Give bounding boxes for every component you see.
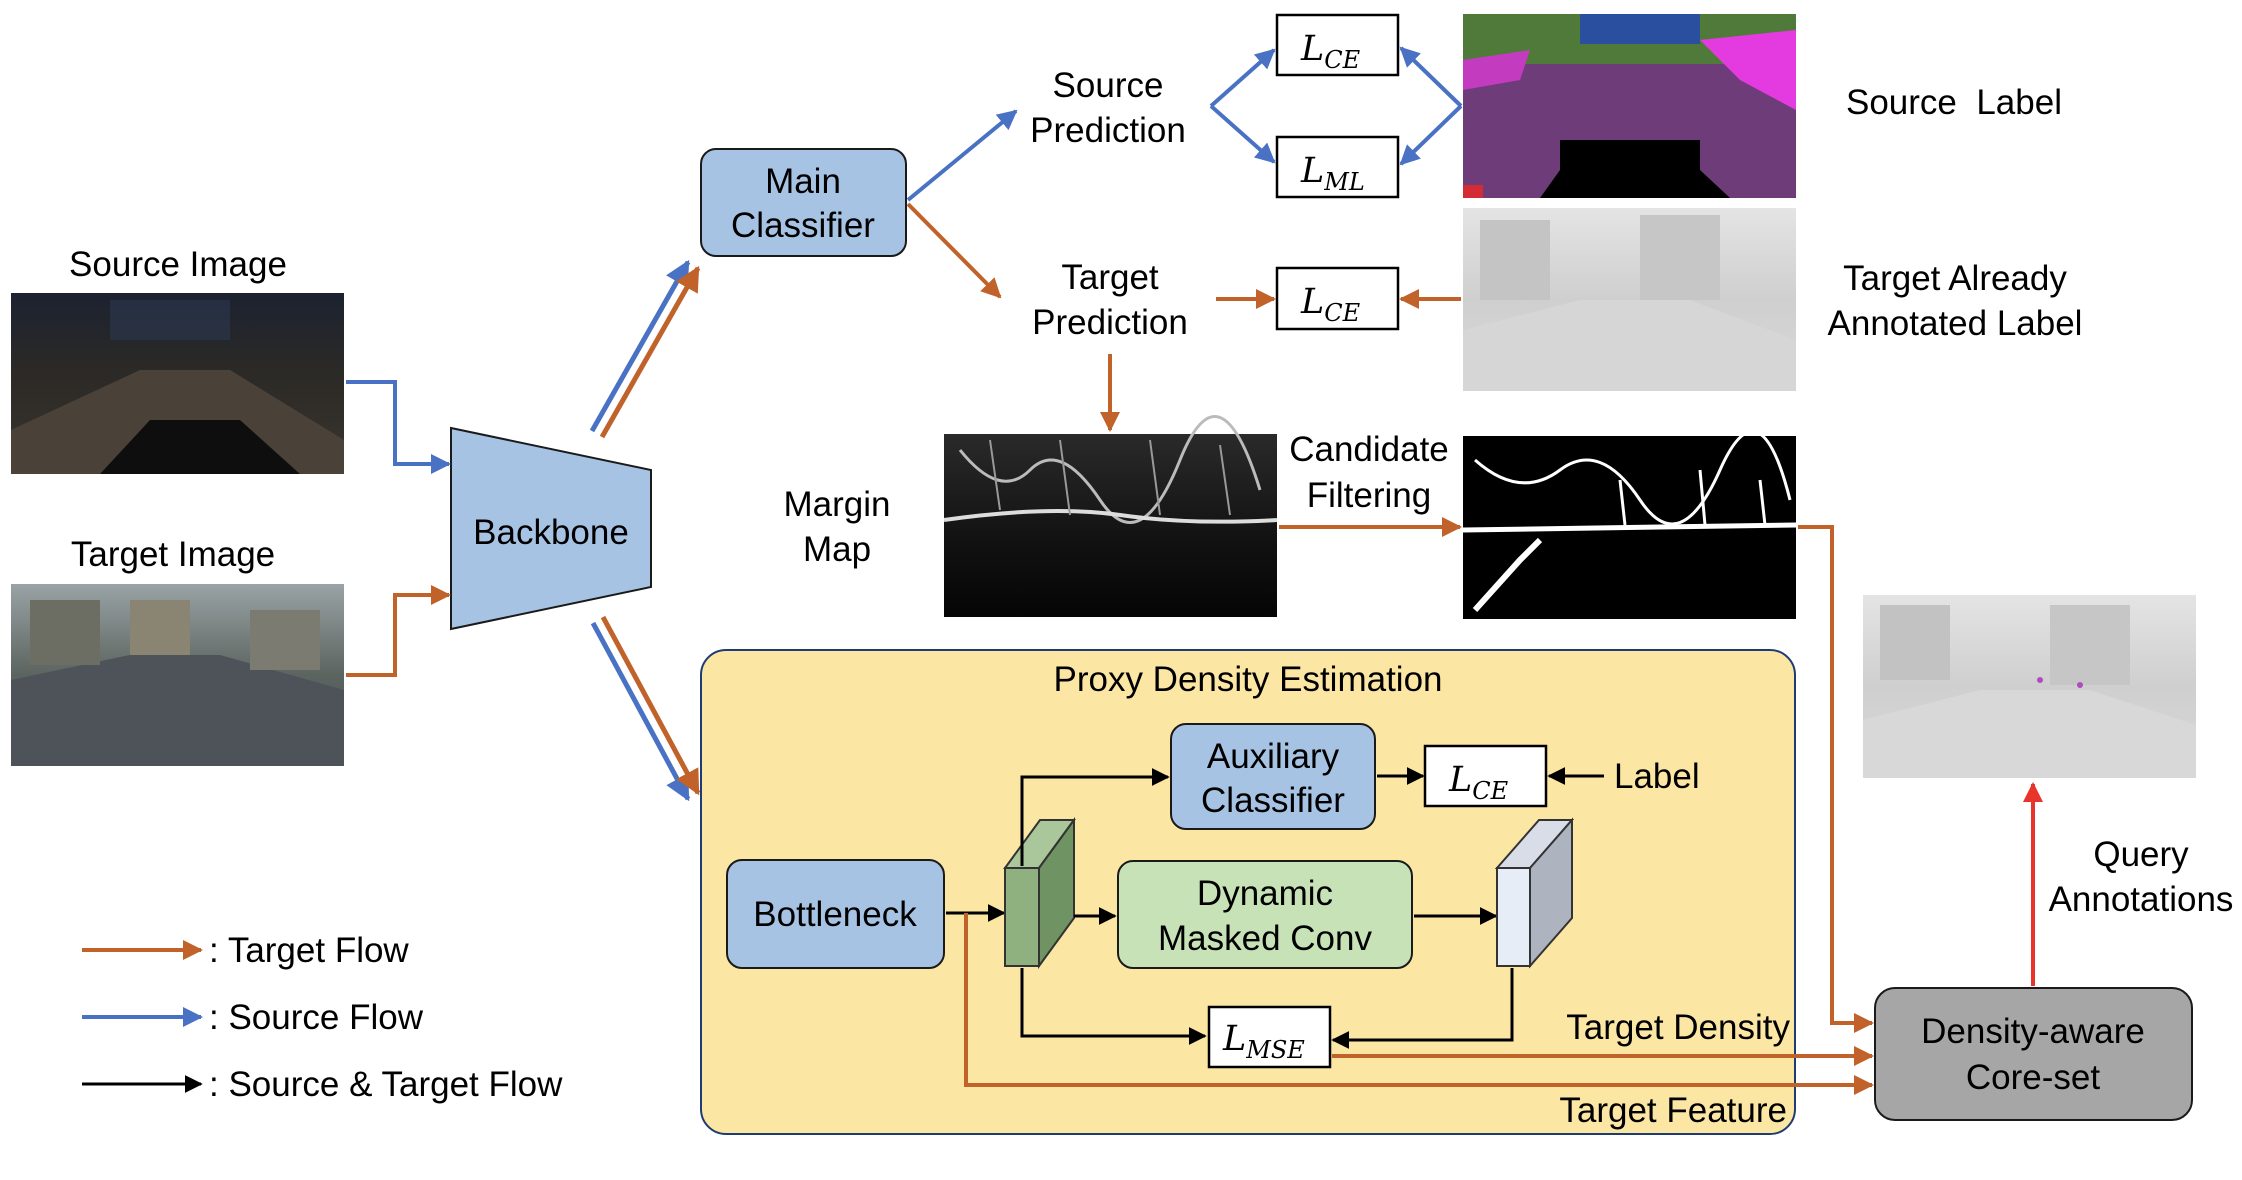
source-label-text: Source Label xyxy=(1846,83,2062,122)
backbone-block xyxy=(450,426,652,631)
target-prediction-label: Prediction xyxy=(1032,303,1188,342)
backbone-to-proxy-target-arrow xyxy=(600,615,701,796)
margin-map-label: Margin xyxy=(784,485,891,524)
ce-loss-source: LCE xyxy=(1300,29,1361,74)
ml-loss: LML xyxy=(1300,151,1365,196)
backbone-to-proxy-source-arrow xyxy=(590,621,691,802)
backbone-to-main-target-arrow xyxy=(599,265,701,439)
mse-loss: LMSE xyxy=(1222,1019,1305,1064)
backbone-to-main-source-arrow xyxy=(589,259,691,433)
legend-source-flow-label: : Source Flow xyxy=(209,998,424,1037)
auxiliary-classifier-label: Classifier xyxy=(1201,781,1345,820)
auxiliary-classifier-box xyxy=(1170,723,1376,830)
main-classifier-label: Main xyxy=(765,162,841,201)
auxiliary-classifier-label: Auxiliary xyxy=(1207,737,1340,776)
dynamic-masked-conv-label: Dynamic xyxy=(1197,874,1333,913)
margin-map-label: Map xyxy=(803,530,871,569)
query-annotations-label: Annotations xyxy=(2049,880,2234,919)
ml-loss-box xyxy=(1275,135,1400,199)
source-label-to-ce-arrow xyxy=(1399,46,1463,108)
target-image-label: Target Image xyxy=(71,535,275,574)
filtered-candidate-image xyxy=(1462,429,1797,619)
query-annotations-label: Query xyxy=(2093,835,2189,874)
mse-loss-box xyxy=(1207,1005,1332,1069)
source-prediction-to-ce-arrow xyxy=(1209,48,1276,108)
ce-loss-box-auxiliary xyxy=(1423,744,1548,808)
target-density-block xyxy=(1494,817,1575,969)
backbone-label: Backbone xyxy=(473,513,629,552)
target-feature-label: Target Feature xyxy=(1559,1091,1787,1130)
source-image-to-backbone-arrow xyxy=(346,380,451,474)
source-label-image xyxy=(1463,14,1796,198)
main-to-target-prediction-arrow xyxy=(906,202,1002,299)
target-annotated-label-text: Target Already xyxy=(1843,259,2067,298)
candidate-filtering-label: Filtering xyxy=(1307,476,1431,515)
ce-loss-box-target xyxy=(1275,266,1400,331)
label-text: Label xyxy=(1614,757,1700,796)
source-image-label: Source Image xyxy=(69,245,287,284)
source-prediction-to-ml-arrow xyxy=(1209,104,1276,164)
target-annotated-label-text: Annotated Label xyxy=(1828,304,2083,343)
feature-to-auxiliary-arrow xyxy=(1020,768,1170,866)
density-coreset-box xyxy=(1874,987,2193,1121)
dynamic-masked-conv-label: Masked Conv xyxy=(1158,919,1372,958)
source-prediction-label: Prediction xyxy=(1030,111,1186,150)
ce-loss-auxiliary: LCE xyxy=(1448,760,1509,805)
margin-map-image xyxy=(943,415,1278,617)
legend-both-flow-label: : Source & Target Flow xyxy=(209,1065,563,1104)
target-prediction-label: Target xyxy=(1061,258,1159,297)
source-prediction-label: Source xyxy=(1053,66,1164,105)
target-image-to-backbone-arrow xyxy=(346,585,451,677)
target-annotated-label-image xyxy=(1463,208,1796,391)
main-classifier-label: Classifier xyxy=(731,206,875,245)
bottleneck-box xyxy=(726,859,945,969)
target-feature-block xyxy=(1003,816,1076,970)
density-to-mse-arrow xyxy=(1331,968,1514,1049)
density-coreset-label: Core-set xyxy=(1966,1058,2100,1097)
target-image xyxy=(11,584,344,766)
queried-annotation-image xyxy=(1863,595,2196,778)
source-label-to-ml-arrow xyxy=(1399,104,1463,166)
target-density-label: Target Density xyxy=(1566,1008,1790,1047)
bottleneck-label: Bottleneck xyxy=(753,895,917,934)
ce-loss-box-source xyxy=(1275,13,1400,77)
candidate-filtering-label: Candidate xyxy=(1289,430,1449,469)
proxy-density-title: Proxy Density Estimation xyxy=(1053,660,1442,699)
main-to-source-prediction-arrow xyxy=(906,109,1018,202)
dynamic-masked-conv-box xyxy=(1117,860,1413,969)
density-coreset-label: Density-aware xyxy=(1921,1012,2145,1051)
target-feature-arrow xyxy=(964,913,1874,1095)
legend-target-flow-label: : Target Flow xyxy=(209,931,409,970)
source-image xyxy=(11,293,344,474)
feature-to-mse-arrow xyxy=(1020,968,1207,1045)
main-classifier-box xyxy=(700,148,907,257)
ce-loss-target: LCE xyxy=(1300,282,1361,327)
filtered-to-coreset-arrow xyxy=(1798,525,1874,1033)
